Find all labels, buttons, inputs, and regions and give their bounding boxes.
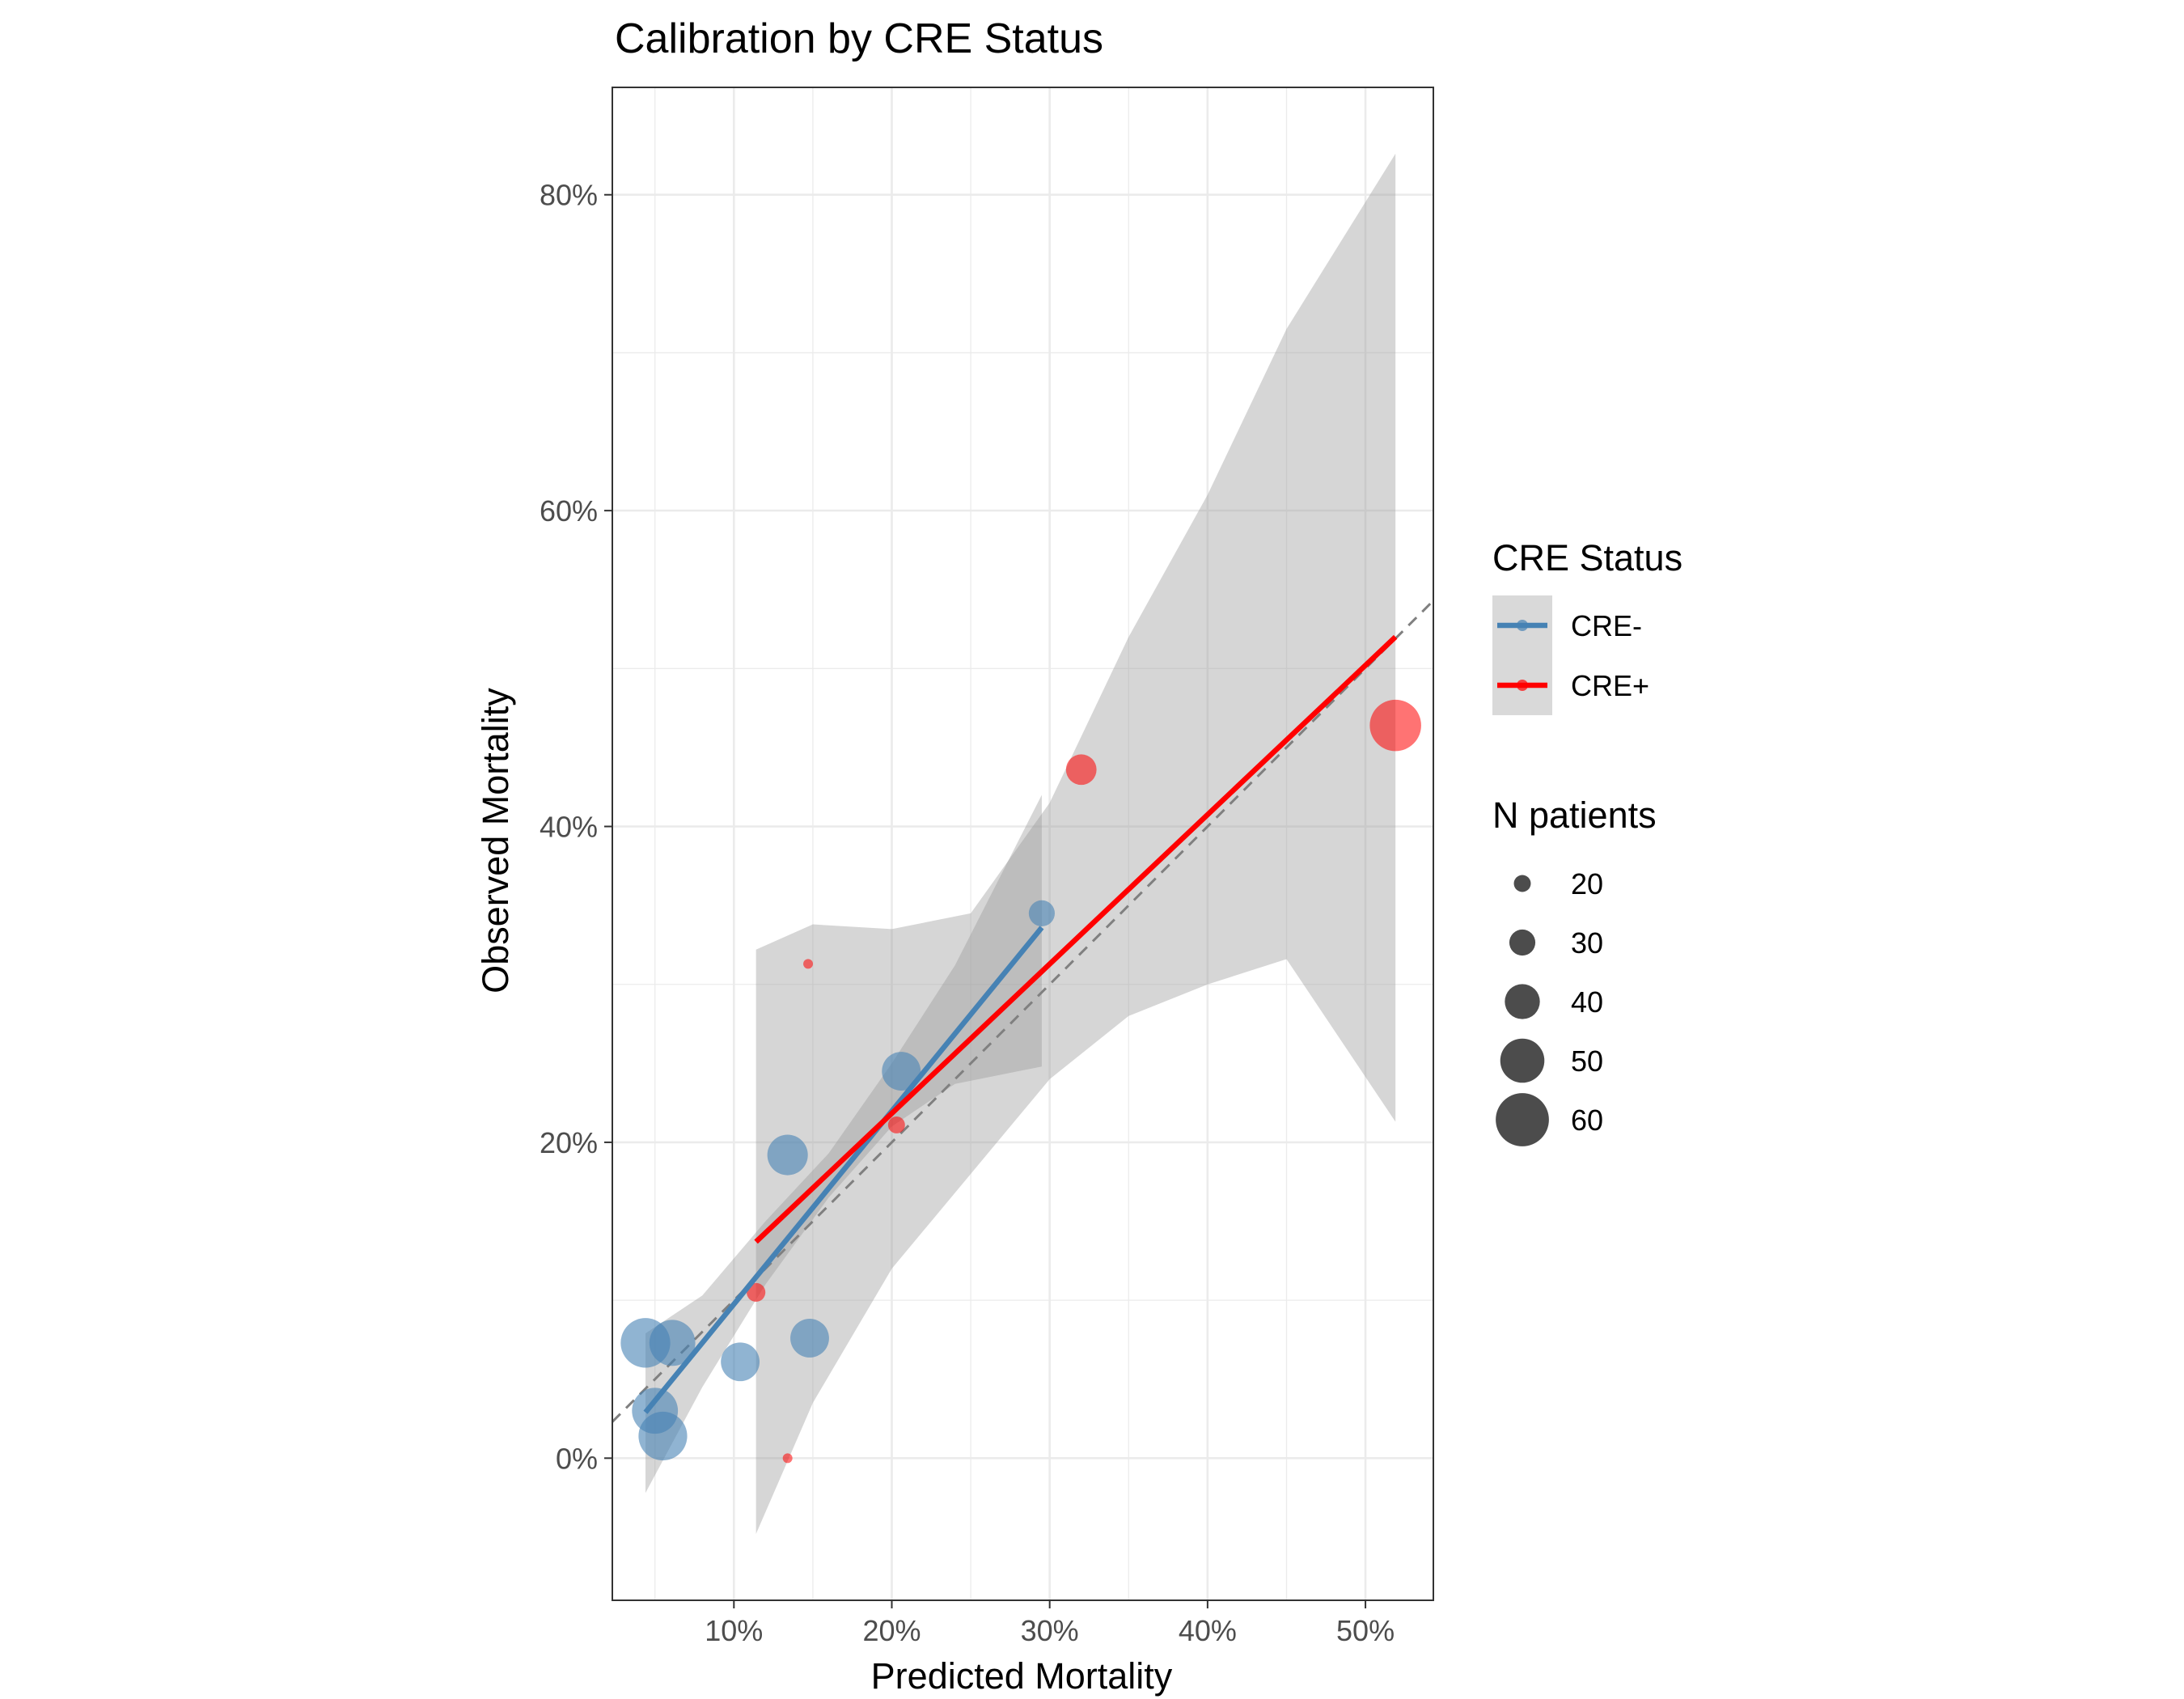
legend-size-title: N patients bbox=[1492, 794, 1657, 836]
grid-lines bbox=[612, 87, 1433, 1600]
legend-size-point bbox=[1513, 875, 1531, 892]
y-tick-label: 80% bbox=[540, 179, 598, 212]
confidence-bands bbox=[645, 153, 1396, 1535]
legend-label-cre-pos: CRE+ bbox=[1571, 669, 1649, 702]
point-cre-neg-4 bbox=[638, 1411, 688, 1461]
legend-size-label: 50 bbox=[1571, 1044, 1603, 1078]
legend-size-label: 40 bbox=[1571, 985, 1603, 1019]
panel-border bbox=[612, 87, 1434, 1601]
point-cre-pos-3 bbox=[803, 959, 814, 969]
point-cre-neg-2 bbox=[649, 1320, 696, 1366]
ci-band-cre-pos bbox=[756, 153, 1396, 1535]
legend-color-entries: CRE- CRE+ bbox=[1492, 595, 1649, 715]
fit-line-cre-neg bbox=[643, 926, 1044, 1414]
point-cre-pos-5 bbox=[1065, 754, 1097, 786]
fit-line-cre-pos bbox=[754, 634, 1398, 1244]
x-tick-label: 20% bbox=[862, 1614, 921, 1647]
legend-size-point bbox=[1496, 1093, 1549, 1146]
y-tick-label: 20% bbox=[540, 1126, 598, 1159]
point-cre-neg-9 bbox=[1028, 900, 1056, 926]
legend-size-entries: 20 30 40 50 60 bbox=[1496, 867, 1603, 1146]
legend-size-point bbox=[1509, 929, 1536, 956]
y-axis-title: Observed Mortality bbox=[475, 688, 516, 994]
legend-size-label: 20 bbox=[1571, 867, 1603, 900]
point-cre-pos-4 bbox=[887, 1116, 905, 1133]
x-tick-label: 50% bbox=[1336, 1614, 1395, 1647]
legend-size-label: 60 bbox=[1571, 1104, 1603, 1137]
y-tick-label: 60% bbox=[540, 494, 598, 527]
fit-lines bbox=[643, 634, 1398, 1414]
point-cre-pos-2 bbox=[782, 1453, 793, 1464]
chart-title: Calibration by CRE Status bbox=[615, 15, 1103, 62]
legend-color-title: CRE Status bbox=[1492, 537, 1682, 578]
legend-key-background bbox=[1492, 595, 1552, 715]
legend-key-point bbox=[1517, 680, 1528, 691]
legend: CRE Status CRE- CRE+ N patients 20 30 40 50 6… bbox=[1492, 537, 1682, 1146]
data-points bbox=[620, 699, 1421, 1464]
x-tick-label: 10% bbox=[705, 1614, 763, 1647]
point-cre-neg-5 bbox=[721, 1342, 760, 1382]
y-tick-label: 40% bbox=[540, 811, 598, 844]
legend-label-cre-neg: CRE- bbox=[1571, 609, 1642, 642]
legend-size-label: 30 bbox=[1571, 926, 1603, 960]
legend-key-point bbox=[1517, 620, 1528, 631]
x-tick-label: 40% bbox=[1179, 1614, 1237, 1647]
axes: 10% 20% 30% 40% 50% 0% 20% 40% 60% 80% bbox=[540, 179, 1395, 1647]
y-tick-label: 0% bbox=[556, 1442, 598, 1475]
x-tick-label: 30% bbox=[1021, 1614, 1079, 1647]
point-cre-pos-1 bbox=[747, 1282, 766, 1302]
point-cre-neg-7 bbox=[767, 1134, 808, 1176]
point-cre-pos-6 bbox=[1369, 699, 1421, 752]
ci-band-cre-neg bbox=[645, 794, 1042, 1494]
legend-size-point bbox=[1500, 1038, 1545, 1083]
legend-size-point bbox=[1505, 984, 1540, 1019]
x-axis-title: Predicted Mortality bbox=[871, 1655, 1173, 1697]
point-cre-neg-6 bbox=[790, 1319, 829, 1358]
point-cre-neg-8 bbox=[882, 1052, 921, 1091]
